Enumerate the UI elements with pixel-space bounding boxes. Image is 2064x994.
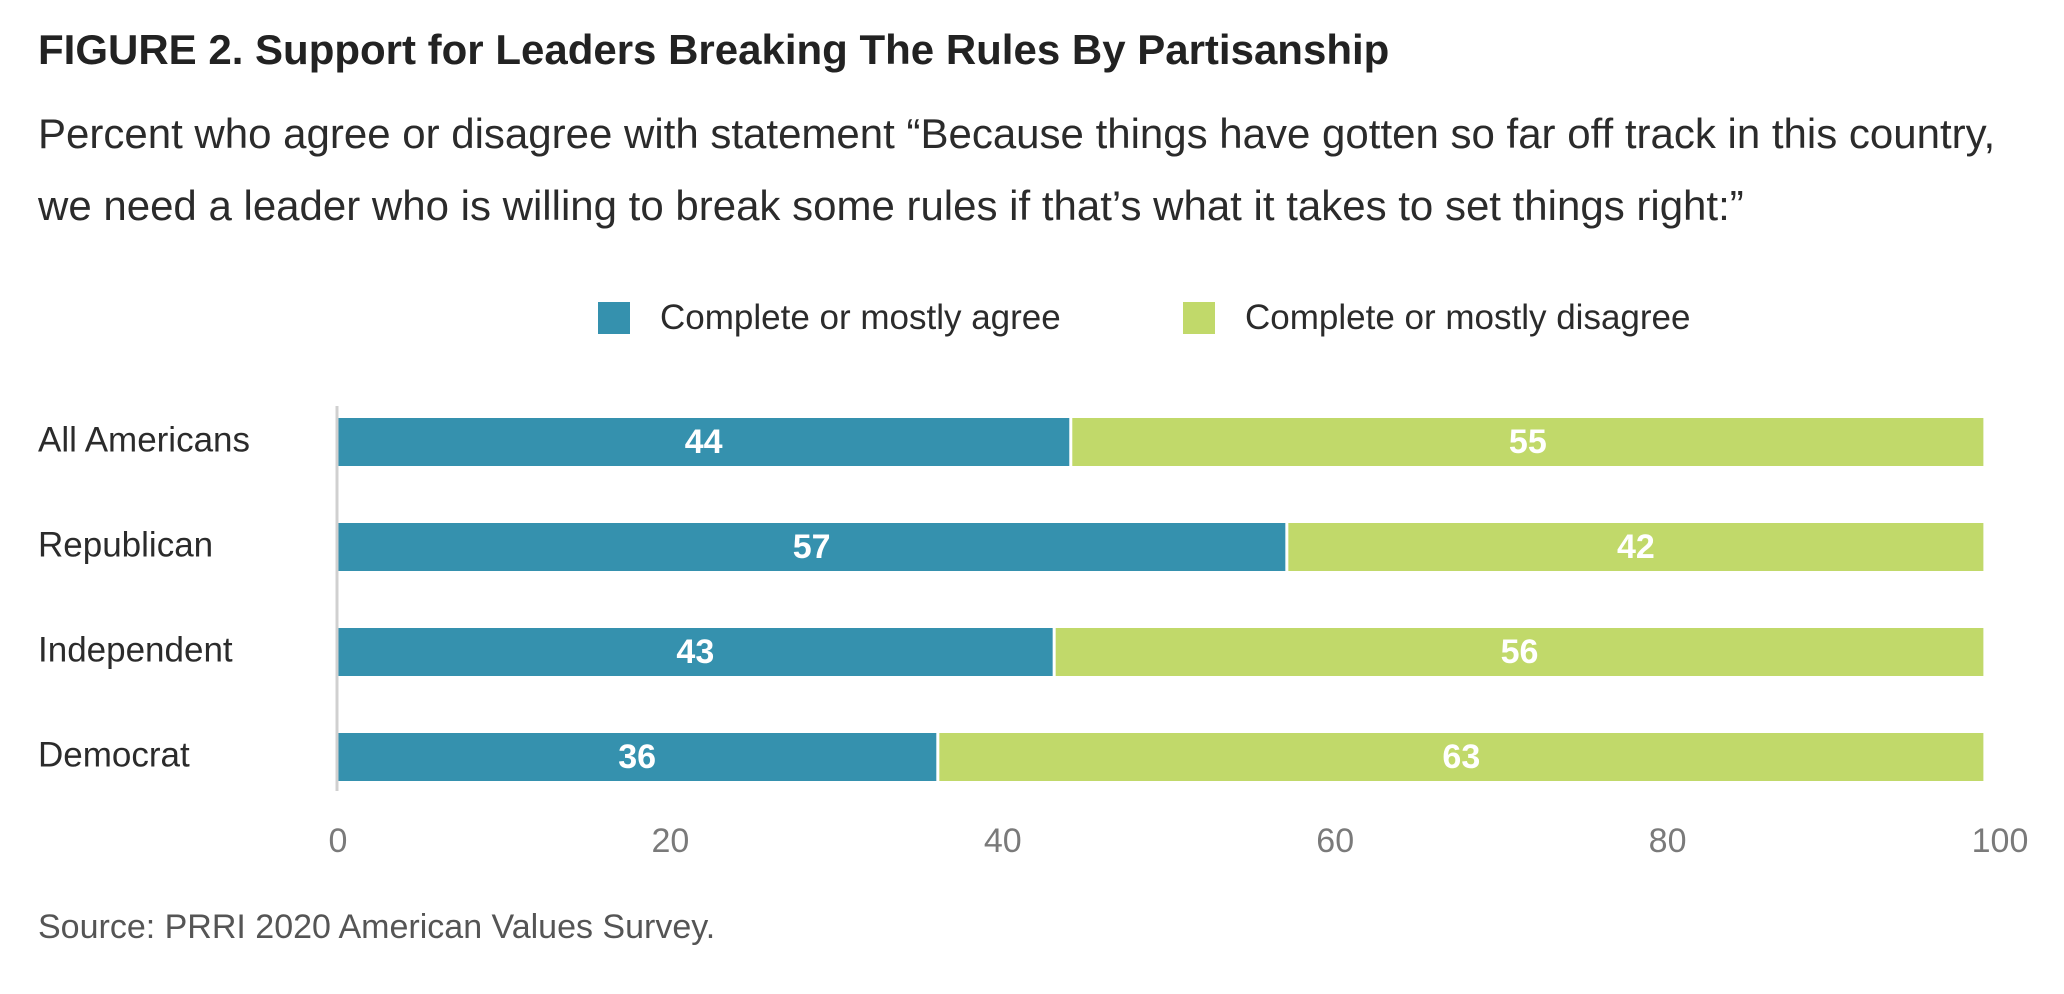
x-tick-label-80: 80 xyxy=(1649,822,1687,860)
x-tick-label-0: 0 xyxy=(329,822,348,860)
chart-subtitle: Percent who agree or disagree with state… xyxy=(38,110,1996,229)
data-label-democrat-disagree: 63 xyxy=(1442,738,1480,776)
bar-republican-disagree xyxy=(1288,523,1984,571)
source-note: Source: PRRI 2020 American Values Survey… xyxy=(38,908,716,946)
category-label-all-americans: All Americans xyxy=(38,420,250,459)
x-tick-label-60: 60 xyxy=(1316,822,1354,860)
category-label-independent: Independent xyxy=(38,630,233,669)
data-label-democrat-agree: 36 xyxy=(618,738,656,776)
legend: Complete or mostly agree Complete or mos… xyxy=(0,298,2064,342)
bar-republican-agree xyxy=(338,523,1286,571)
data-label-all-americans-agree: 44 xyxy=(685,423,723,461)
stacked-bar-chart: All Americans 44 55 Republican 57 42 Independe… xyxy=(38,406,2029,860)
data-label-independent-agree: 43 xyxy=(676,633,714,671)
x-tick-label-20: 20 xyxy=(651,822,689,860)
legend-item-agree: Complete or mostly agree xyxy=(598,298,1061,338)
chart-title: FIGURE 2. Support for Leaders Breaking T… xyxy=(38,26,1390,73)
data-label-republican-agree: 57 xyxy=(793,528,831,566)
data-label-independent-disagree: 56 xyxy=(1501,633,1539,671)
legend-label-agree: Complete or mostly agree xyxy=(660,298,1061,337)
x-tick-label-100: 100 xyxy=(1972,822,2029,860)
bar-independent-disagree xyxy=(1055,628,1984,676)
category-label-democrat: Democrat xyxy=(38,735,190,774)
bar-democrat-agree xyxy=(338,733,937,781)
legend-label-disagree: Complete or mostly disagree xyxy=(1245,298,1691,337)
legend-swatch-disagree xyxy=(1183,302,1215,334)
legend-item-disagree: Complete or mostly disagree xyxy=(1183,298,1690,338)
category-label-republican: Republican xyxy=(38,525,213,564)
bar-all-americans-agree xyxy=(338,418,1070,466)
bar-democrat-disagree xyxy=(939,733,1984,781)
x-tick-label-40: 40 xyxy=(984,822,1022,860)
data-label-all-americans-disagree: 55 xyxy=(1509,423,1547,461)
data-label-republican-disagree: 42 xyxy=(1617,528,1655,566)
bar-all-americans-disagree xyxy=(1072,418,1984,466)
legend-swatch-agree xyxy=(598,302,630,334)
bar-independent-agree xyxy=(338,628,1053,676)
